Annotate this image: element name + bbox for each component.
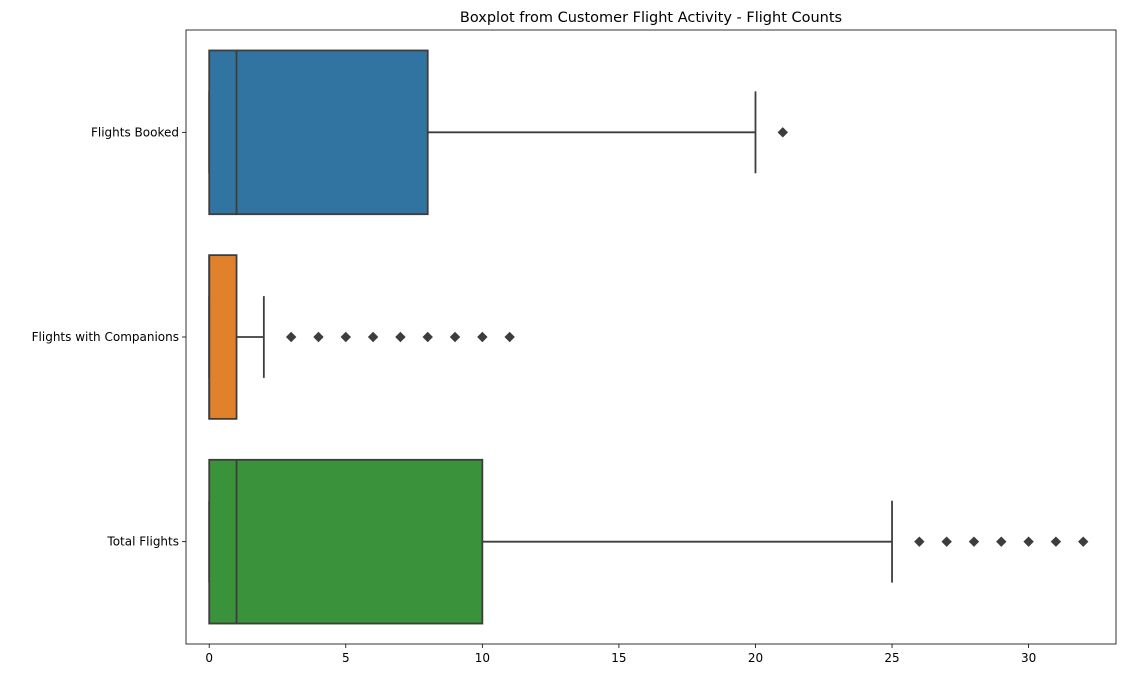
series-total-flights: [208, 458, 1089, 625]
x-axis: 0 5 10 15 20 25 30: [205, 644, 1036, 665]
y-tick-label: Flights with Companions: [32, 330, 179, 344]
x-tick-label: 30: [1021, 651, 1036, 665]
outlier-point: [285, 331, 297, 343]
y-tick-label: Total Flights: [106, 535, 179, 549]
outlier-point: [1023, 536, 1034, 547]
outlier-point: [367, 331, 379, 343]
x-tick-label: 15: [611, 651, 626, 665]
outlier-point: [313, 331, 324, 343]
outlier-point: [941, 536, 952, 547]
chart-title: Boxplot from Customer Flight Activity - …: [460, 10, 842, 26]
x-tick-label: 20: [748, 651, 763, 665]
outlier-point: [1078, 536, 1089, 547]
x-tick-label: 0: [205, 651, 213, 665]
outlier-point: [422, 331, 433, 343]
outlier-point: [477, 331, 488, 343]
x-tick-label: 5: [342, 651, 350, 665]
outlier-point: [996, 536, 1007, 547]
outlier-point: [777, 127, 788, 138]
x-tick-label: 10: [475, 651, 490, 665]
outlier-point: [504, 331, 515, 343]
series-flights-with-companions: [208, 254, 515, 420]
outlier-point: [1050, 536, 1062, 547]
box: [208, 49, 429, 216]
box: [208, 254, 238, 420]
outlier-point: [968, 536, 980, 547]
plot-area: [208, 49, 1089, 625]
outlier-point: [340, 331, 351, 343]
y-tick-label: Flights Booked: [91, 125, 179, 139]
outlier-point: [914, 536, 925, 547]
y-axis: Flights Booked Flights with Companions Tot…: [32, 125, 186, 549]
x-tick-label: 25: [884, 651, 899, 665]
outlier-point: [449, 331, 461, 343]
outlier-point: [395, 331, 406, 343]
box: [208, 458, 484, 625]
series-flights-booked: [208, 49, 788, 216]
